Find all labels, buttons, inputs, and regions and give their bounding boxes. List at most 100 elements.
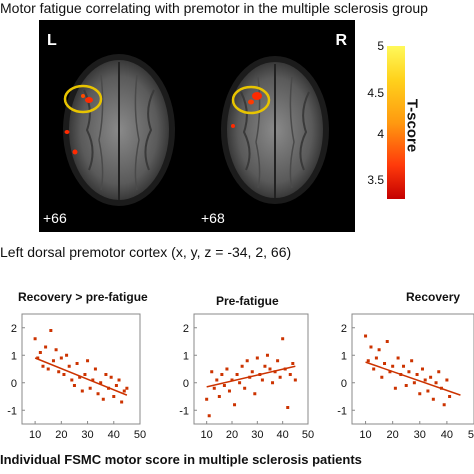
x-tick-label: 10 xyxy=(359,429,371,441)
data-point xyxy=(240,364,244,368)
data-point xyxy=(293,378,297,382)
data-point xyxy=(426,389,430,393)
data-point xyxy=(49,329,53,332)
data-point xyxy=(122,389,126,393)
plot-title: Pre-fatigue xyxy=(216,294,279,308)
plot-frame xyxy=(21,313,141,425)
data-point xyxy=(286,406,290,409)
x-tick-label: 40 xyxy=(277,429,289,441)
hemisphere-label: L xyxy=(47,32,57,49)
data-point xyxy=(263,364,267,368)
data-point xyxy=(404,384,408,387)
data-point xyxy=(439,386,443,390)
data-point xyxy=(112,395,116,398)
colorbar-tick: 4 xyxy=(377,127,384,141)
data-point xyxy=(230,378,234,382)
data-point xyxy=(51,359,55,363)
data-point xyxy=(369,345,373,349)
y-tick-label: 1 xyxy=(341,350,347,362)
x-tick-label: 10 xyxy=(29,429,41,441)
data-point xyxy=(207,414,211,418)
data-point xyxy=(250,370,254,374)
data-point xyxy=(96,392,100,396)
data-point xyxy=(380,375,384,379)
data-point xyxy=(255,356,259,360)
data-point xyxy=(104,373,108,376)
y-tick-label: 1 xyxy=(11,350,17,362)
data-point xyxy=(420,367,424,371)
data-point xyxy=(393,386,397,390)
data-point xyxy=(364,334,368,338)
data-point xyxy=(225,367,229,371)
figure-heading: Motor fatigue correlating with premotor … xyxy=(0,0,428,16)
data-point xyxy=(99,381,103,385)
data-point xyxy=(437,370,441,374)
data-point xyxy=(410,359,414,363)
data-point xyxy=(412,381,416,385)
y-tick-label: 2 xyxy=(183,323,189,335)
colorbar-tick: 3.5 xyxy=(367,173,384,187)
x-tick-label: 30 xyxy=(414,429,426,441)
slice-coordinate-label: +66 xyxy=(43,210,67,226)
data-point xyxy=(448,395,452,398)
x-tick-label: 20 xyxy=(226,429,238,441)
data-point xyxy=(78,375,82,379)
data-point xyxy=(75,362,79,365)
colorbar-tick: 4.5 xyxy=(367,86,384,100)
data-point xyxy=(442,403,446,407)
data-point xyxy=(44,345,48,349)
roi-highlight-circle xyxy=(63,84,103,114)
data-point xyxy=(418,392,422,396)
data-point xyxy=(67,364,71,368)
data-point xyxy=(278,375,282,379)
data-point xyxy=(253,392,257,396)
x-tick-label: 50 xyxy=(302,429,314,441)
data-point xyxy=(65,353,69,357)
slice-coordinate-label: +68 xyxy=(201,210,225,226)
data-point xyxy=(117,378,121,382)
data-point xyxy=(217,395,221,398)
data-point xyxy=(265,353,269,357)
data-point xyxy=(72,384,76,387)
y-tick-label: -1 xyxy=(179,405,189,417)
data-point xyxy=(434,381,438,385)
data-point xyxy=(260,378,264,382)
scatter-plot-prefatigue: Pre-fatigue 10 20 30 40 50 2 1 0 -1 xyxy=(160,282,320,448)
data-point xyxy=(429,375,433,379)
data-point xyxy=(222,384,226,387)
data-point xyxy=(377,348,381,352)
data-point xyxy=(86,359,90,363)
plot-title: Recovery > pre-fatigue xyxy=(18,290,148,304)
data-point xyxy=(383,362,387,365)
data-point xyxy=(54,348,58,352)
x-tick-label: 30 xyxy=(251,429,263,441)
data-point xyxy=(385,340,389,343)
data-point xyxy=(109,375,113,379)
plot-frame xyxy=(351,313,474,425)
data-point xyxy=(276,359,280,363)
data-point xyxy=(215,378,219,382)
y-tick-label: 0 xyxy=(11,378,17,390)
data-point xyxy=(33,337,37,341)
data-point xyxy=(391,364,395,368)
data-point xyxy=(366,359,370,363)
y-tick-label: -1 xyxy=(337,405,347,417)
data-point xyxy=(399,373,403,376)
data-point xyxy=(281,337,285,341)
data-point xyxy=(233,403,237,407)
brain-slice-image xyxy=(63,54,175,206)
data-point xyxy=(91,378,95,382)
x-tick-label: 20 xyxy=(55,429,67,441)
x-tick-label: 10 xyxy=(201,429,213,441)
data-point xyxy=(57,370,61,374)
roi-highlight-circle xyxy=(231,85,271,115)
x-tick-label: 30 xyxy=(81,429,93,441)
data-point xyxy=(220,373,224,376)
data-point xyxy=(235,373,239,376)
y-tick-label: 1 xyxy=(183,350,189,362)
data-point xyxy=(70,378,74,382)
data-point xyxy=(445,378,449,382)
data-point xyxy=(83,373,87,376)
data-point xyxy=(36,356,40,360)
